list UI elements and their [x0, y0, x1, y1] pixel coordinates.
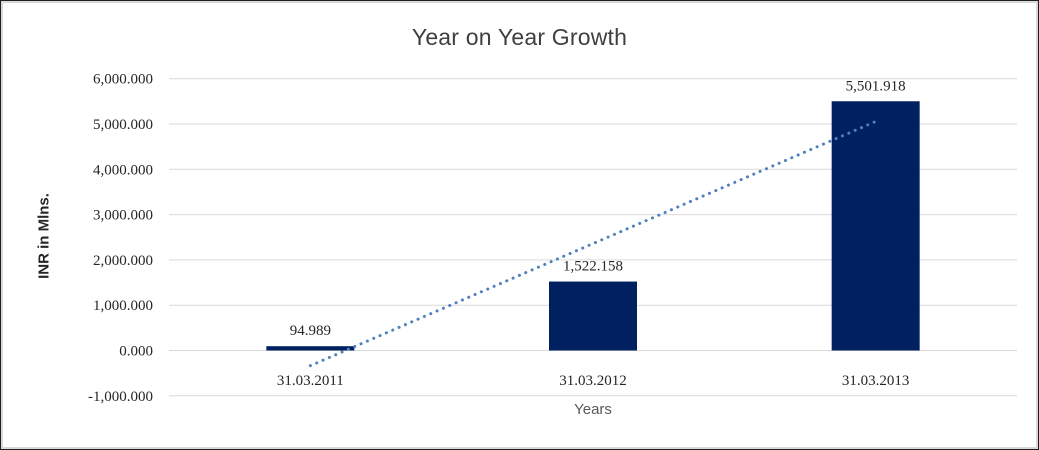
data-label: 5,501.918: [846, 78, 906, 94]
y-tick-label: 6,000.000: [93, 72, 153, 88]
data-label: 1,522.158: [563, 259, 623, 275]
x-category-label: 31.03.2013: [842, 373, 910, 389]
x-category-label: 31.03.2011: [277, 373, 344, 389]
y-tick-label: 2,000.000: [93, 253, 153, 269]
x-category-label: 31.03.2012: [559, 373, 627, 389]
bar-31.03.2013[interactable]: [831, 101, 920, 351]
y-tick-label: 1,000.000: [93, 298, 153, 314]
bar-31.03.2011[interactable]: [266, 346, 355, 351]
x-axis-title: Years: [574, 401, 612, 418]
y-tick-label: 5,000.000: [93, 117, 153, 133]
y-tick-label: -1,000.000: [88, 389, 153, 405]
bar-31.03.2012[interactable]: [549, 281, 637, 351]
y-tick-label: 3,000.000: [93, 208, 153, 224]
data-label: 94.989: [290, 323, 331, 339]
y-tick-label: 4,000.000: [93, 162, 153, 178]
chart-title: Year on Year Growth: [411, 24, 628, 50]
y-tick-label: 0.000: [119, 344, 153, 360]
trendline[interactable]: [308, 120, 878, 368]
